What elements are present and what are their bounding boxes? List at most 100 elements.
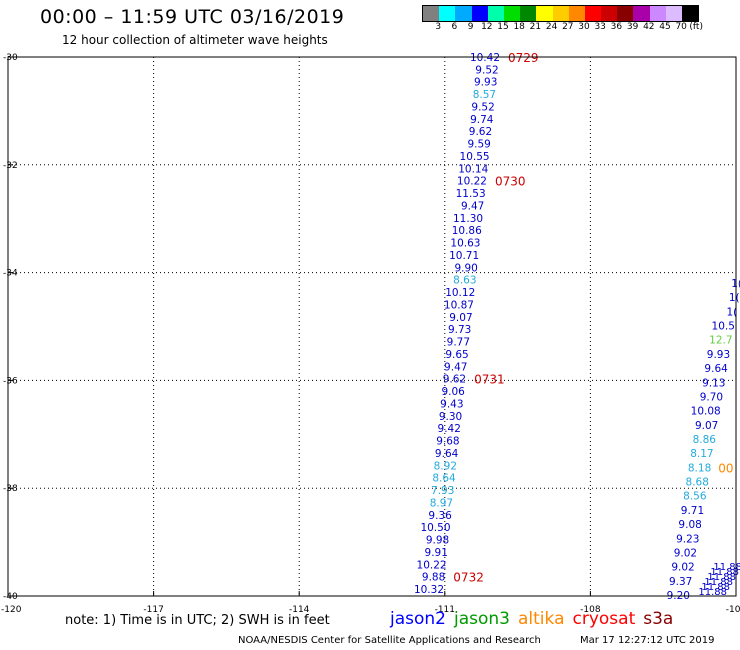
- wave-height-label: 10.08: [691, 406, 721, 418]
- y-tick-label: -38: [3, 484, 18, 494]
- wave-height-label: 9.06: [441, 386, 465, 398]
- color-scale-tick: 39: [626, 22, 639, 32]
- x-tick-label: -111: [435, 605, 455, 615]
- wave-height-label: 10.50: [420, 522, 450, 534]
- color-swatch: [665, 6, 682, 21]
- wave-height-label: 9.91: [425, 547, 448, 559]
- wave-height-label: 8.18: [688, 462, 711, 474]
- x-tick-label: -120: [1, 605, 22, 615]
- wave-height-label: 9.52: [475, 64, 498, 76]
- color-swatch: [503, 6, 521, 21]
- footer-timestamp: Mar 17 12:27:12 UTC 2019: [580, 635, 715, 646]
- color-scale-tick: 42: [643, 22, 655, 32]
- legend-item-jason3: jason3: [454, 609, 510, 629]
- plot-frame: [7, 56, 737, 597]
- color-swatch: [633, 6, 650, 21]
- wave-height-label: 10.42: [470, 52, 500, 64]
- wave-height-label: 10.12: [445, 287, 475, 299]
- x-tick-label: -114: [289, 605, 310, 615]
- wave-height-label: 9.47: [444, 361, 467, 373]
- y-tick-label: -36: [3, 376, 18, 386]
- legend-item-jason2: jason2: [390, 609, 446, 629]
- pass-time-label: 0729: [508, 51, 539, 65]
- wave-height-label: 9.02: [671, 562, 694, 574]
- color-swatch: [617, 6, 634, 21]
- wave-height-label: 9.47: [461, 200, 484, 212]
- wave-height-label: 9.07: [695, 420, 718, 432]
- wave-height-label: 11.88: [707, 572, 736, 583]
- wave-height-label: 9.90: [454, 262, 477, 274]
- color-swatch: [649, 6, 666, 21]
- wave-height-label: 9.70: [700, 391, 723, 403]
- color-scale-tick: 15: [497, 22, 509, 32]
- wave-height-label: 9.08: [678, 519, 701, 531]
- units-note: note: 1) Time is in UTC; 2) SWH is in fe…: [65, 613, 330, 628]
- pass-time-label: 0731: [474, 373, 505, 387]
- footer-credit: NOAA/NESDIS Center for Satellite Applica…: [238, 635, 541, 646]
- color-scale-bar: [422, 5, 700, 22]
- color-swatch: [568, 6, 585, 21]
- x-tick-label: -108: [580, 605, 601, 615]
- color-swatch: [536, 6, 553, 21]
- y-tick-label: -32: [3, 161, 18, 171]
- wave-height-label: 11.88: [701, 582, 730, 593]
- wave-height-label: 10.22: [417, 559, 447, 571]
- wave-height-label: 9.74: [470, 114, 494, 126]
- wave-height-label: 9.62: [443, 374, 466, 386]
- wave-height-label: 9.36: [428, 510, 452, 522]
- wave-height-label: 11.30: [453, 213, 483, 225]
- color-scale-tick: 45: [659, 22, 671, 32]
- wave-height-label: 8.57: [473, 89, 496, 101]
- wave-height-label: 9.73: [448, 324, 471, 336]
- wave-height-label: 9.68: [436, 436, 459, 448]
- wave-height-label: 10.5: [712, 321, 735, 333]
- wave-height-label: 8.86: [693, 434, 717, 446]
- page-title: 00:00 – 11:59 UTC 03/16/2019: [40, 6, 345, 28]
- satellite-legend: jason2 jason3 altika cryosat s3a: [390, 609, 681, 629]
- wave-height-label: 9.59: [467, 139, 490, 151]
- wave-height-label: 9.71: [681, 505, 704, 517]
- page-subtitle: 12 hour collection of altimeter wave hei…: [62, 33, 328, 47]
- wave-height-label: 8.97: [430, 497, 453, 509]
- color-swatch: [423, 6, 440, 21]
- color-scale-labels: 3 6 9 12 15 18 21 24 27 30 33 36 39 42 45 70 (ft): [422, 22, 740, 34]
- wave-height-label: 10.22: [457, 176, 487, 188]
- y-tick-label: -30: [3, 53, 18, 63]
- wave-height-label: 10.86: [452, 225, 482, 237]
- color-scale-tick: 24: [545, 22, 558, 32]
- color-scale-tick: 3: [435, 22, 442, 32]
- color-swatch: [584, 6, 602, 21]
- color-scale-tick: 18: [513, 22, 525, 32]
- color-scale-unit: (ft): [689, 22, 703, 32]
- wave-height-label: 9.13: [702, 377, 725, 389]
- wave-height-label: 8.64: [432, 473, 456, 485]
- wave-height-label: 11.88: [698, 587, 727, 598]
- color-scale-tick: 12: [481, 22, 493, 32]
- color-swatch: [455, 6, 472, 21]
- x-tick-label: -117: [143, 605, 163, 615]
- wave-height-label: 12.7: [709, 335, 732, 347]
- wave-height-label: 9.43: [440, 398, 463, 410]
- wave-height-label: 10.55: [460, 151, 490, 163]
- wave-height-label: 10.14: [458, 163, 488, 175]
- wave-height-label: 10.63: [450, 238, 480, 250]
- wave-height-label: 9.98: [426, 535, 449, 547]
- color-scale-tick: 9: [467, 22, 474, 32]
- color-swatch: [520, 6, 537, 21]
- wave-height-label: 8.68: [686, 477, 709, 489]
- wave-height-label: 1(: [729, 292, 740, 304]
- wave-height-label: 9.65: [445, 349, 468, 361]
- wave-height-label: 9.02: [674, 547, 697, 559]
- wave-height-label: 11.53: [456, 188, 486, 200]
- color-swatch: [439, 6, 456, 21]
- wave-height-label: 9.64: [435, 448, 459, 460]
- wave-height-label: 9.88: [422, 572, 445, 584]
- color-scale-tick: 36: [610, 22, 623, 32]
- wave-height-label: 9.07: [449, 312, 472, 324]
- color-scale-tick: 33: [594, 22, 606, 32]
- color-swatch: [601, 6, 618, 21]
- pass-time-label: 0732: [453, 571, 484, 585]
- wave-height-label: 8.56: [683, 491, 707, 503]
- wave-height-label: 11.88: [710, 567, 739, 578]
